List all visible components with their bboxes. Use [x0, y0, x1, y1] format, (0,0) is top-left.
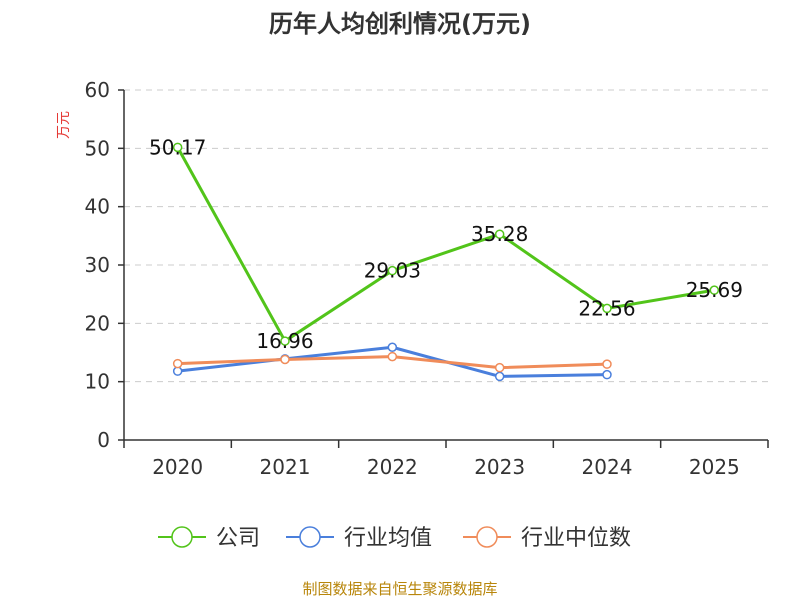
data-point	[387, 351, 398, 362]
legend-item[interactable]: 公司	[158, 526, 260, 551]
legend-marker-circle	[476, 526, 498, 548]
series	[172, 142, 720, 382]
y-tick-label: 20	[85, 311, 110, 335]
data-label: 25.69	[686, 278, 743, 302]
legend-label: 行业中位数	[521, 526, 631, 551]
x-tick-label: 2022	[367, 455, 418, 479]
y-tick-label: 60	[85, 78, 110, 102]
data-point	[602, 359, 612, 369]
grid-lines	[124, 89, 768, 383]
data-point	[172, 358, 183, 369]
legend-item[interactable]: 行业中位数	[463, 526, 631, 551]
y-axis-label: 万元	[56, 111, 72, 139]
legend[interactable]: 公司 行业均值 行业中位数	[158, 526, 631, 551]
data-point	[602, 303, 612, 314]
data-label: 35.28	[471, 222, 528, 246]
source-note: 制图数据来自恒生聚源数据库	[302, 580, 497, 598]
y-tick-label: 50	[85, 136, 110, 160]
data-point	[172, 142, 183, 153]
chart-title: 历年人均创利情况(万元)	[269, 10, 531, 38]
y-tick-label: 30	[85, 253, 110, 277]
data-label: 50.17	[149, 135, 206, 159]
axes: 0 10 20 30 40 50 60 2020 2021 2022 2023 2024 2025	[85, 78, 769, 479]
data-point	[602, 369, 612, 380]
data-label: 16.96	[256, 329, 313, 353]
data-point	[387, 342, 398, 352]
x-tick-label: 2024	[582, 455, 633, 479]
x-tick-label: 2023	[474, 455, 525, 479]
legend-label: 行业均值	[344, 526, 432, 551]
data-point	[494, 371, 505, 382]
y-tick-label: 10	[85, 370, 110, 394]
legend-marker-circle	[299, 526, 321, 548]
data-label: 22.56	[578, 296, 635, 320]
data-point	[709, 285, 720, 295]
data-point	[280, 354, 290, 365]
data-point	[280, 336, 290, 346]
legend-label: 公司	[216, 526, 260, 551]
y-tick-label: 0	[97, 428, 110, 452]
x-tick-label: 2025	[689, 455, 740, 479]
data-point	[494, 362, 505, 373]
x-tick-label: 2021	[260, 455, 311, 479]
legend-item[interactable]: 行业均值	[286, 526, 432, 551]
series-line	[176, 146, 715, 343]
data-labels: 50.17 16.96 29.03 35.28 22.56 25.69	[149, 135, 743, 353]
x-tick-label: 2020	[152, 455, 203, 479]
y-tick-label: 40	[85, 195, 110, 219]
legend-marker-circle	[171, 526, 193, 548]
data-label: 29.03	[364, 259, 421, 283]
data-point	[494, 229, 505, 239]
data-point	[387, 265, 398, 276]
data-point	[172, 366, 183, 376]
